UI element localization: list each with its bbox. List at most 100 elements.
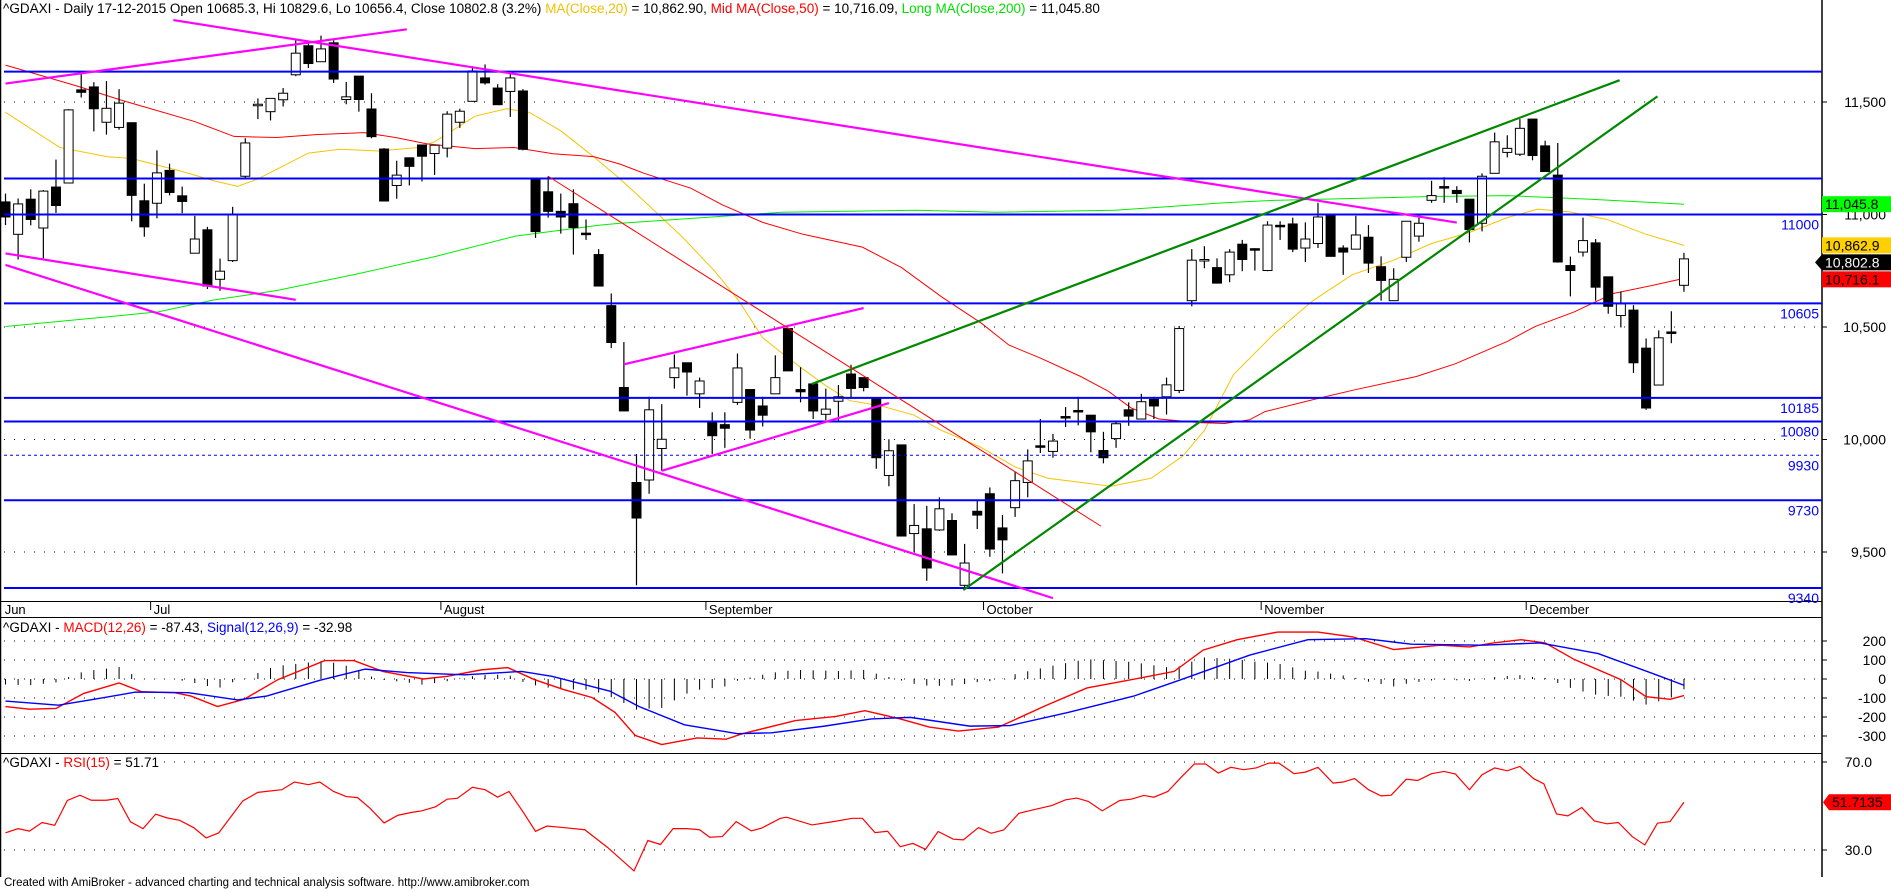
candle-bearish <box>681 362 692 373</box>
candle-bearish <box>568 203 579 229</box>
candle-bearish <box>1098 450 1109 459</box>
candle-bearish <box>1275 224 1286 228</box>
rsi-header-prefix: ^GDAXI - <box>3 755 64 770</box>
candle-bearish <box>1148 398 1159 407</box>
signal-label: Signal(12,26,9) <box>207 620 299 635</box>
ma20-value: = 10,862.90, <box>627 1 711 16</box>
candle-bearish <box>1376 266 1387 281</box>
candle-bullish <box>1388 278 1399 302</box>
candle-bullish <box>290 52 301 76</box>
macd-axis-label: 100 <box>1863 652 1887 668</box>
price-tag-label: 10,716.1 <box>1825 271 1880 287</box>
candle-bearish <box>202 229 213 287</box>
month-label: August <box>444 602 485 617</box>
price-axis-label: 10,500 <box>1843 319 1886 335</box>
candle-bearish <box>530 179 541 233</box>
macd-axis-label: 200 <box>1863 633 1887 649</box>
candle-bullish <box>820 408 831 415</box>
candle-bearish <box>1451 189 1462 195</box>
price-tag-label: 11,045.8 <box>1825 196 1879 212</box>
candle-bearish <box>846 373 857 389</box>
candle-bearish <box>416 144 427 157</box>
candle-bearish <box>1123 409 1134 417</box>
candle-bullish <box>909 524 920 535</box>
moving-average-line <box>5 108 1685 487</box>
candle-bearish <box>76 89 87 93</box>
price-axis-label: 10,000 <box>1843 432 1886 448</box>
macd-pane-header: ^GDAXI - MACD(12,26) = -87.43, Signal(12… <box>3 620 353 635</box>
candle-bullish <box>1615 303 1626 317</box>
candle-bullish <box>1678 258 1689 286</box>
candle-bearish <box>858 377 869 389</box>
price-tag <box>1822 237 1891 254</box>
rsi-axis-label: 30.0 <box>1845 842 1872 858</box>
price-axis-label: 11,500 <box>1844 94 1886 110</box>
ma20-label: MA(Close,20) <box>545 1 628 16</box>
candle-bearish <box>1073 409 1084 413</box>
candle-bullish <box>770 377 781 395</box>
candle-bullish <box>1199 259 1210 262</box>
candle-bearish <box>618 387 629 412</box>
candle-bullish <box>505 77 516 92</box>
macd-axis-label: -100 <box>1858 690 1886 706</box>
candle-bearish <box>947 520 957 556</box>
month-label: Jul <box>154 602 171 617</box>
candle-bullish <box>1502 147 1513 153</box>
price-pane-header: ^GDAXI - Daily 17-12-2015 Open 10685.3, … <box>3 1 1100 16</box>
candle-bullish <box>1300 238 1311 249</box>
candle-bullish <box>189 238 200 254</box>
candle-bullish <box>467 70 478 102</box>
trendline <box>623 307 864 366</box>
level-label: 10605 <box>1780 305 1819 321</box>
candle-bearish <box>480 77 491 84</box>
macd-axis-label: 0 <box>1878 671 1886 687</box>
ma50-value: = 10,716.09, <box>818 1 902 16</box>
price-tag-arrow <box>1815 254 1822 271</box>
candle-bullish <box>883 450 894 476</box>
candle-bearish <box>896 444 907 537</box>
candle-bearish <box>303 45 314 65</box>
candle-bullish <box>1350 234 1361 250</box>
candle-bearish <box>353 75 364 101</box>
candle-bullish <box>644 409 655 481</box>
candle-bearish <box>88 86 99 110</box>
candle-bullish <box>934 508 945 531</box>
candle-bearish <box>921 528 932 569</box>
candle-bearish <box>745 389 756 431</box>
candle-bearish <box>795 389 806 393</box>
candle-bearish <box>984 493 995 550</box>
rsi-tag-arrow <box>1823 794 1829 811</box>
candle-bullish <box>1047 440 1058 452</box>
macd-value: = -87.43, <box>145 620 208 635</box>
candle-bullish <box>38 190 49 229</box>
signal-value: = -32.98 <box>298 620 353 635</box>
candle-bearish <box>707 421 718 437</box>
candle-bullish <box>1578 240 1588 253</box>
candle-bearish <box>1666 331 1677 334</box>
candle-bearish <box>1212 267 1223 284</box>
rsi-pane-header: ^GDAXI - RSI(15) = 51.71 <box>3 755 160 770</box>
rsi-tag <box>1829 794 1891 811</box>
candle-bullish <box>1262 224 1273 272</box>
candle-bullish <box>1477 175 1488 224</box>
candle-bullish <box>391 174 402 186</box>
price-tag <box>1822 196 1891 213</box>
candle-bearish <box>1641 347 1652 409</box>
candle-bullish <box>151 172 162 204</box>
candle-bullish <box>1111 423 1122 440</box>
candle-bullish <box>101 107 112 123</box>
candle-bearish <box>1325 215 1336 257</box>
candle-bullish <box>341 96 352 101</box>
candle-bullish <box>1413 222 1424 237</box>
candle-bearish <box>492 87 503 106</box>
candle-bearish <box>543 191 554 212</box>
candle-bullish <box>1514 127 1525 155</box>
candle-bullish <box>1186 259 1197 302</box>
trendline <box>811 79 1620 385</box>
macd-line <box>5 631 1685 746</box>
ma200-label: Long MA(Close,200) <box>901 1 1026 16</box>
candle-bearish <box>366 108 377 138</box>
candle-bearish <box>997 527 1008 541</box>
candle-bearish <box>1565 265 1576 272</box>
